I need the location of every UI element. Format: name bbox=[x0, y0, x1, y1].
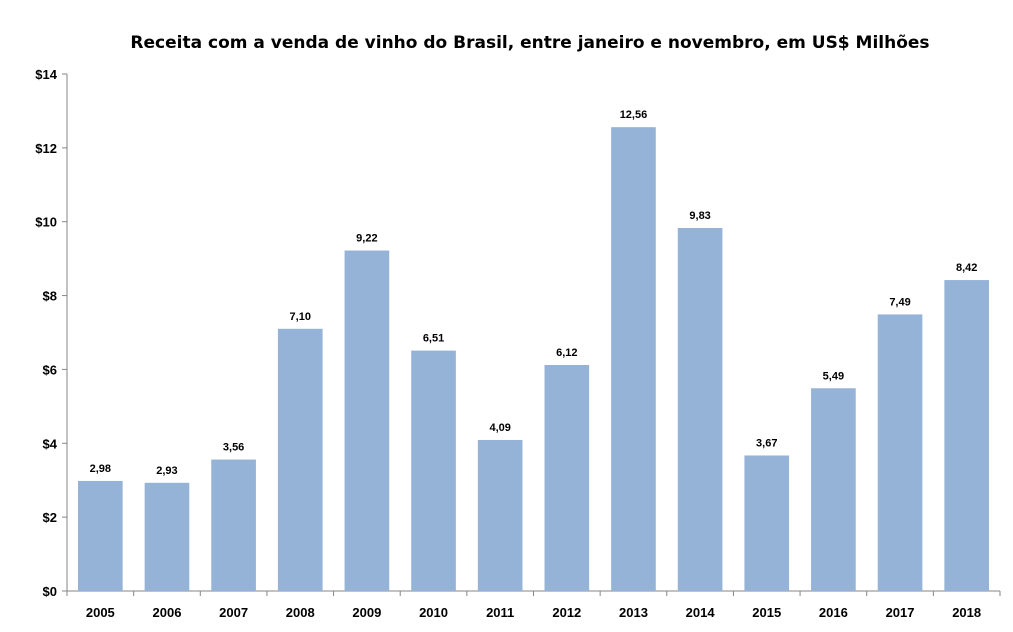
data-label: 9,83 bbox=[689, 210, 710, 222]
x-tick-label: 2010 bbox=[419, 605, 448, 620]
bar-2013 bbox=[611, 127, 656, 592]
data-label: 5,49 bbox=[823, 370, 844, 382]
bar-2009 bbox=[344, 250, 390, 592]
x-tick-label: 2012 bbox=[552, 605, 581, 620]
y-tick-label: $14 bbox=[35, 67, 57, 82]
data-label: 7,10 bbox=[290, 311, 311, 323]
x-tick-label: 2011 bbox=[486, 605, 514, 620]
bar-2018 bbox=[944, 280, 990, 591]
x-tick-label: 2018 bbox=[952, 605, 981, 620]
y-tick-label: $0 bbox=[43, 584, 57, 599]
bar-2016 bbox=[811, 388, 856, 591]
y-tick-label: $4 bbox=[43, 436, 58, 451]
data-label: 8,42 bbox=[956, 262, 977, 274]
x-tick-label: 2009 bbox=[352, 605, 381, 620]
y-axis: $0 $2 $4 $6 $8 $10 $12 $14 bbox=[35, 67, 68, 599]
bar-2008 bbox=[277, 328, 323, 591]
data-label: 3,67 bbox=[756, 437, 777, 449]
x-tick-label: 2016 bbox=[819, 605, 848, 620]
data-label: 3,56 bbox=[223, 442, 244, 454]
x-tick-label: 2015 bbox=[752, 605, 781, 620]
x-tick-label: 2006 bbox=[153, 605, 182, 620]
x-axis: 2005 2006 2007 2008 2009 2010 2011 2012 2013 2014… bbox=[66, 590, 1001, 620]
bar-2006 bbox=[144, 482, 190, 591]
bar-2012 bbox=[544, 364, 590, 591]
bar-2017 bbox=[877, 314, 923, 591]
y-tick-label: $2 bbox=[43, 510, 57, 525]
x-tick-label: 2017 bbox=[886, 605, 915, 620]
x-tick-label: 2014 bbox=[686, 605, 716, 620]
bar-2007 bbox=[211, 459, 256, 591]
x-tick-label: 2007 bbox=[219, 605, 248, 620]
data-labels: 2,98 2,93 3,56 7,10 9,22 6,51 4,09 6,12 12,56 9,8… bbox=[90, 109, 978, 477]
data-label: 12,56 bbox=[620, 109, 648, 121]
data-label: 9,22 bbox=[356, 233, 377, 245]
bar-2010 bbox=[411, 350, 456, 591]
y-tick-label: $8 bbox=[43, 289, 57, 304]
bar-2015 bbox=[744, 455, 790, 591]
x-tick-label: 2005 bbox=[86, 605, 115, 620]
y-tick-label: $12 bbox=[35, 141, 57, 156]
bar-2005 bbox=[77, 480, 123, 591]
y-tick-label: $10 bbox=[35, 215, 57, 230]
data-label: 2,93 bbox=[156, 465, 177, 477]
data-label: 7,49 bbox=[889, 296, 910, 308]
data-label: 2,98 bbox=[90, 463, 111, 475]
chart-title: Receita com a venda de vinho do Brasil, … bbox=[130, 33, 929, 53]
data-label: 6,51 bbox=[423, 333, 444, 345]
bar-2014 bbox=[677, 227, 723, 592]
data-label: 6,12 bbox=[556, 347, 577, 359]
data-label: 4,09 bbox=[489, 422, 510, 434]
bar-2011 bbox=[477, 439, 523, 591]
x-tick-label: 2008 bbox=[286, 605, 315, 620]
bars bbox=[77, 127, 990, 592]
y-tick-label: $6 bbox=[43, 362, 57, 377]
x-tick-label: 2013 bbox=[619, 605, 648, 620]
